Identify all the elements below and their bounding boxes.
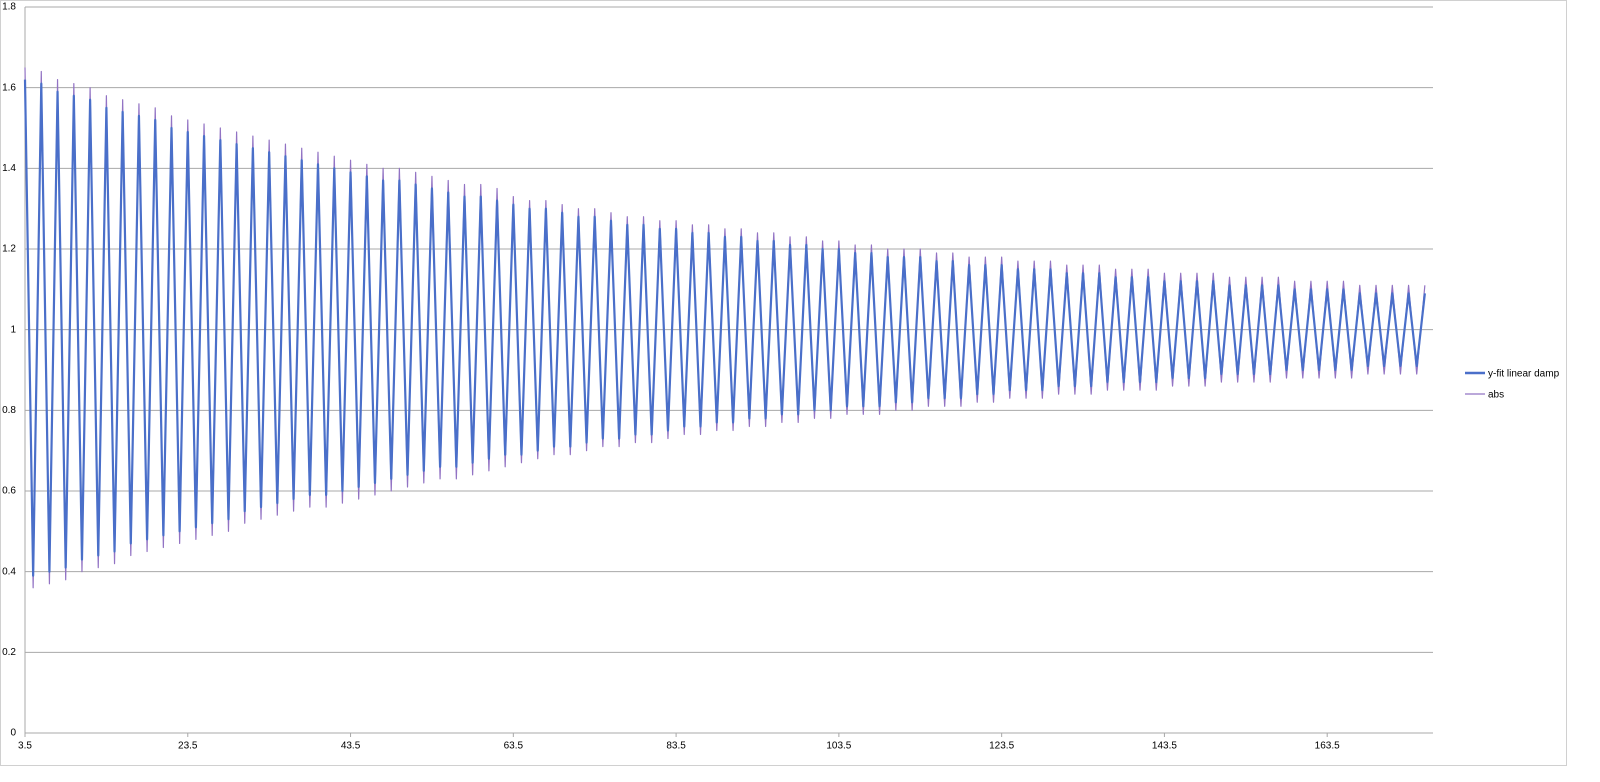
y-tick-label: 0.4 — [2, 566, 16, 577]
y-tick-label: 1.4 — [2, 163, 16, 174]
x-tick-label: 63.5 — [504, 741, 524, 752]
y-tick-label: 1.6 — [2, 82, 16, 93]
x-tick-label: 163.5 — [1315, 741, 1340, 752]
series-line — [23, 79, 1426, 577]
x-tick-label: 3.5 — [18, 741, 32, 752]
y-tick-label: 0.8 — [2, 405, 16, 416]
x-tick-label: 103.5 — [826, 741, 851, 752]
x-tick-label: 123.5 — [989, 741, 1014, 752]
y-tick-label: 1.8 — [2, 2, 16, 13]
y-tick-label: 0.2 — [2, 647, 16, 658]
x-tick-label: 143.5 — [1152, 741, 1177, 752]
x-tick-label: 43.5 — [341, 741, 361, 752]
y-tick-label: 0 — [10, 728, 16, 739]
legend-label: abs — [1488, 390, 1504, 401]
legend-label: y-fit linear damp — [1488, 369, 1560, 380]
x-tick-label: 23.5 — [178, 741, 198, 752]
y-tick-label: 0.6 — [2, 486, 16, 497]
y-tick-label: 1 — [10, 324, 16, 335]
y-tick-label: 1.2 — [2, 244, 16, 255]
x-tick-label: 83.5 — [666, 741, 686, 752]
